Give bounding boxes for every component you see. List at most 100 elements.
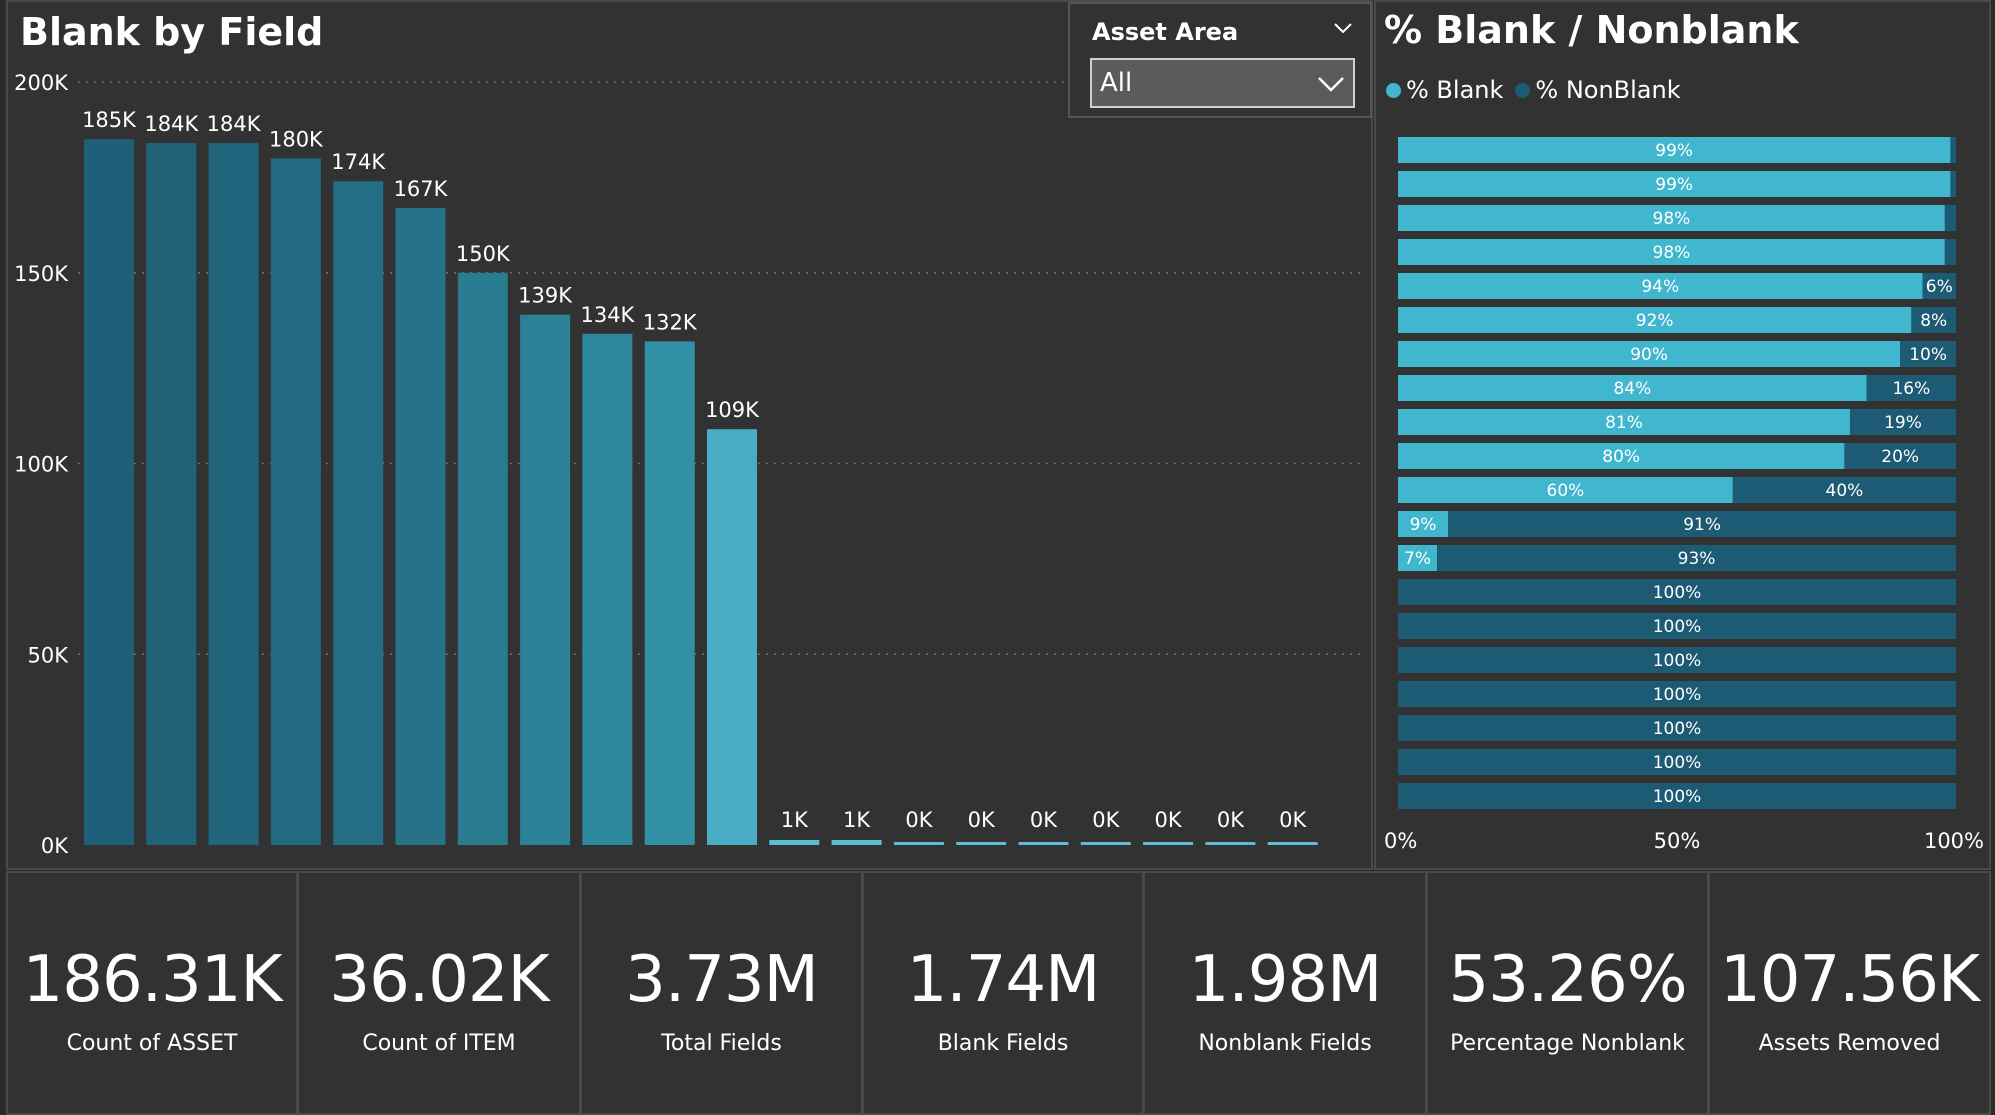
nonblank-segment-label: 91% bbox=[1683, 515, 1721, 535]
bar[interactable] bbox=[333, 181, 384, 845]
bar[interactable] bbox=[395, 207, 446, 845]
nonblank-segment[interactable] bbox=[1944, 239, 1956, 265]
y-tick-label: 100K bbox=[14, 453, 69, 477]
pct-blank-nonblank-title: % Blank / Nonblank bbox=[1384, 8, 1799, 52]
bar[interactable] bbox=[956, 842, 1007, 845]
bar[interactable] bbox=[707, 429, 757, 845]
nonblank-segment[interactable] bbox=[1944, 205, 1956, 231]
nonblank-segment-label: 6% bbox=[1926, 277, 1953, 297]
bar[interactable] bbox=[582, 333, 633, 845]
nonblank-segment[interactable] bbox=[1950, 171, 1956, 197]
y-tick-label: 150K bbox=[14, 262, 69, 286]
bar[interactable] bbox=[1267, 842, 1318, 845]
y-tick-label: 50K bbox=[28, 643, 70, 667]
kpi-card-assets-removed: 107.56K Assets Removed bbox=[1708, 871, 1991, 1115]
blank-segment[interactable] bbox=[1398, 545, 1438, 571]
nonblank-segment[interactable] bbox=[1398, 783, 1956, 809]
blank-segment[interactable] bbox=[1398, 273, 1923, 299]
nonblank-segment[interactable] bbox=[1398, 647, 1956, 673]
nonblank-segment-label: 93% bbox=[1678, 549, 1716, 569]
bar[interactable] bbox=[84, 139, 134, 846]
bar-data-label: 174K bbox=[331, 150, 386, 174]
blank-segment[interactable] bbox=[1398, 511, 1449, 537]
bar[interactable] bbox=[520, 314, 571, 846]
x-tick-label: 0% bbox=[1384, 829, 1417, 853]
nonblank-segment[interactable] bbox=[1398, 749, 1956, 775]
blank-by-field-title: Blank by Field bbox=[20, 10, 324, 54]
kpi-value: 1.98M bbox=[1188, 943, 1383, 1017]
nonblank-segment[interactable] bbox=[1844, 443, 1956, 469]
x-tick-label: 100% bbox=[1924, 829, 1984, 853]
blank-segment-label: 99% bbox=[1655, 141, 1693, 161]
blank-segment[interactable] bbox=[1398, 137, 1951, 163]
blank-segment[interactable] bbox=[1398, 409, 1850, 435]
bar[interactable] bbox=[893, 842, 944, 845]
kpi-value: 107.56K bbox=[1720, 943, 1980, 1017]
nonblank-segment[interactable] bbox=[1922, 273, 1956, 299]
chevron-down-icon[interactable] bbox=[1331, 16, 1355, 40]
blank-segment-label: 84% bbox=[1613, 379, 1651, 399]
kpi-label: Assets Removed bbox=[1758, 1031, 1941, 1056]
nonblank-segment[interactable] bbox=[1398, 579, 1956, 605]
nonblank-segment[interactable] bbox=[1911, 307, 1956, 333]
bar[interactable] bbox=[1143, 842, 1194, 845]
bar-data-label: 1K bbox=[843, 808, 871, 832]
bar[interactable] bbox=[1205, 842, 1256, 845]
bar[interactable] bbox=[208, 143, 259, 846]
blank-segment[interactable] bbox=[1398, 341, 1901, 367]
blank-segment[interactable] bbox=[1398, 307, 1912, 333]
legend-dot-nonblank bbox=[1515, 82, 1531, 98]
nonblank-segment[interactable] bbox=[1950, 137, 1956, 163]
bar-data-label: 139K bbox=[518, 284, 573, 308]
nonblank-segment-label: 100% bbox=[1653, 753, 1702, 773]
asset-area-slicer: Asset Area All bbox=[1068, 2, 1372, 118]
bar[interactable] bbox=[270, 158, 321, 846]
nonblank-segment[interactable] bbox=[1398, 681, 1956, 707]
blank-segment[interactable] bbox=[1398, 239, 1945, 265]
blank-segment-label: 90% bbox=[1630, 345, 1668, 365]
nonblank-segment-label: 10% bbox=[1909, 345, 1947, 365]
blank-segment[interactable] bbox=[1398, 205, 1945, 231]
kpi-card-percentage-nonblank: 53.26% Percentage Nonblank bbox=[1426, 871, 1709, 1115]
bar[interactable] bbox=[457, 272, 508, 845]
nonblank-segment-label: 8% bbox=[1920, 311, 1947, 331]
legend-item-blank[interactable]: % Blank bbox=[1386, 76, 1503, 104]
bar-data-label: 180K bbox=[269, 127, 324, 151]
nonblank-segment[interactable] bbox=[1900, 341, 1956, 367]
bar-data-label: 134K bbox=[580, 303, 635, 327]
y-tick-label: 200K bbox=[14, 71, 69, 95]
nonblank-segment-label: 19% bbox=[1884, 413, 1922, 433]
asset-area-dropdown[interactable]: All bbox=[1090, 58, 1355, 108]
nonblank-segment-label: 40% bbox=[1826, 481, 1864, 501]
nonblank-segment[interactable] bbox=[1866, 375, 1956, 401]
bar-data-label: 0K bbox=[1217, 808, 1245, 832]
nonblank-segment[interactable] bbox=[1398, 613, 1956, 639]
nonblank-segment[interactable] bbox=[1448, 511, 1956, 537]
blank-segment[interactable] bbox=[1398, 375, 1867, 401]
blank-by-field-visual: Blank by Field 0K 50K 100K 150K 200K 185K 184K… bbox=[6, 0, 1373, 870]
nonblank-segment[interactable] bbox=[1437, 545, 1956, 571]
bar-data-label: 0K bbox=[1279, 808, 1307, 832]
blank-segment[interactable] bbox=[1398, 477, 1733, 503]
nonblank-segment[interactable] bbox=[1732, 477, 1956, 503]
bar[interactable] bbox=[1018, 842, 1069, 845]
bar-data-label: 167K bbox=[394, 177, 449, 201]
kpi-label: Count of ASSET bbox=[66, 1031, 238, 1056]
bar[interactable] bbox=[831, 840, 882, 845]
bar-data-label: 0K bbox=[1092, 808, 1120, 832]
bar-data-label: 150K bbox=[456, 242, 511, 266]
bar[interactable] bbox=[146, 143, 197, 846]
legend-item-nonblank[interactable]: % NonBlank bbox=[1515, 76, 1681, 104]
kpi-value: 36.02K bbox=[329, 943, 549, 1017]
blank-segment-label: 92% bbox=[1636, 311, 1674, 331]
legend-dot-blank bbox=[1386, 82, 1401, 98]
bar[interactable] bbox=[644, 341, 695, 845]
chevron-down-icon bbox=[1318, 77, 1344, 92]
nonblank-segment[interactable] bbox=[1398, 715, 1956, 741]
bar[interactable] bbox=[1080, 842, 1131, 845]
nonblank-segment[interactable] bbox=[1849, 409, 1956, 435]
bar-data-label: 109K bbox=[705, 398, 760, 422]
bar[interactable] bbox=[769, 840, 820, 845]
blank-segment[interactable] bbox=[1398, 443, 1845, 469]
blank-segment[interactable] bbox=[1398, 171, 1951, 197]
